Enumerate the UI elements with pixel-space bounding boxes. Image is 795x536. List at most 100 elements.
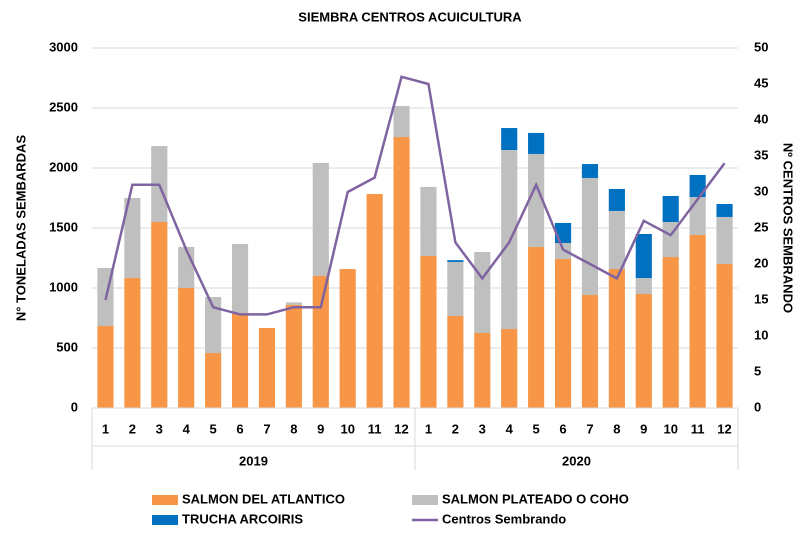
x-tick-label: 11: [368, 421, 382, 436]
group-label: 2020: [562, 453, 591, 468]
bar: [97, 326, 114, 408]
bar: [689, 197, 706, 235]
bar: [689, 234, 706, 408]
y2-axis-label: Nº CENTROS SEMBRANDO: [781, 143, 795, 313]
x-tick-label: 4: [506, 421, 514, 436]
y-tick-label: 2500: [49, 99, 78, 114]
y2-tick-label: 20: [754, 255, 768, 270]
x-tick-label: 12: [394, 421, 408, 436]
bar: [124, 278, 141, 408]
bar: [635, 234, 652, 279]
bar: [312, 162, 329, 276]
bar: [178, 288, 195, 408]
y-tick-label: 1000: [49, 279, 78, 294]
bar: [581, 164, 599, 178]
bar: [662, 195, 679, 222]
x-tick-label: 5: [533, 421, 540, 436]
bar: [205, 297, 222, 354]
x-tick-label: 6: [559, 421, 566, 436]
y2-tick-label: 50: [754, 39, 768, 54]
bar: [528, 246, 545, 408]
bar: [447, 261, 464, 316]
legend-label: SALMON DEL ATLANTICO: [182, 491, 345, 506]
x-tick-label: 7: [586, 421, 593, 436]
x-tick-label: 12: [717, 421, 731, 436]
bar: [501, 128, 518, 150]
group-label: 2019: [239, 453, 268, 468]
bar: [528, 153, 545, 247]
chart-title: SIEMBRA CENTROS ACUICULTURA: [298, 9, 522, 24]
bar: [447, 260, 464, 262]
legend-swatch: [152, 495, 178, 505]
x-tick-label: 9: [640, 421, 647, 436]
y2-tick-label: 35: [754, 147, 768, 162]
x-tick-label: 2: [452, 421, 459, 436]
x-tick-label: 5: [210, 421, 217, 436]
line: [104, 75, 726, 316]
bar: [635, 294, 652, 408]
y-tick-label: 0: [71, 399, 78, 414]
y2-tick-label: 25: [754, 219, 768, 234]
bar: [608, 189, 625, 211]
x-tick-label: 10: [663, 421, 677, 436]
y-tick-label: 3000: [49, 39, 78, 54]
x-tick-label: 6: [236, 421, 243, 436]
bar: [608, 269, 625, 408]
bar: [581, 294, 599, 408]
bar: [393, 137, 410, 409]
bar: [420, 186, 437, 256]
x-tick-label: 8: [290, 421, 297, 436]
bar: [581, 177, 599, 295]
y2-tick-label: 45: [754, 75, 768, 90]
bar: [339, 269, 356, 408]
bar: [716, 204, 733, 217]
bar: [124, 198, 141, 279]
bar: [151, 222, 168, 408]
bar: [447, 315, 464, 408]
x-tick-label: 7: [263, 421, 270, 436]
y-tick-label: 1500: [49, 219, 78, 234]
x-tick-label: 1: [425, 421, 432, 436]
legend-label: Centros Sembrando: [442, 511, 566, 526]
x-tick-label: 10: [340, 421, 354, 436]
y2-tick-label: 30: [754, 183, 768, 198]
x-tick-label: 11: [691, 421, 705, 436]
x-tick-label: 3: [156, 421, 163, 436]
bar: [312, 276, 329, 408]
x-tick-label: 4: [183, 421, 191, 436]
y-axis-label: N° TONELADAS SEMBARDAS: [13, 135, 28, 322]
bar: [501, 329, 518, 408]
bar: [474, 252, 491, 333]
y2-tick-label: 40: [754, 111, 768, 126]
legend-label: TRUCHA ARCOIRIS: [182, 511, 303, 526]
x-tick-label: 3: [479, 421, 486, 436]
y2-tick-label: 10: [754, 327, 768, 342]
bar: [393, 105, 410, 138]
bar: [662, 257, 679, 408]
bar: [716, 216, 733, 264]
y-tick-label: 500: [56, 339, 78, 354]
x-tick-label: 1: [102, 421, 109, 436]
x-tick-label: 2: [129, 421, 136, 436]
bar: [528, 132, 545, 154]
bar: [716, 264, 733, 408]
legend-swatch: [412, 495, 438, 505]
legend-swatch: [152, 515, 178, 525]
x-tick-label: 9: [317, 421, 324, 436]
bar: [178, 246, 195, 288]
bar: [258, 327, 276, 408]
bar: [231, 243, 249, 313]
bar: [420, 255, 437, 408]
bar: [554, 258, 572, 408]
bar: [231, 312, 249, 408]
legend-label: SALMON PLATEADO O COHO: [442, 491, 629, 506]
y2-tick-label: 5: [754, 363, 761, 378]
y2-tick-label: 0: [754, 399, 761, 414]
y2-tick-label: 15: [754, 291, 768, 306]
bar: [205, 353, 222, 408]
bar: [635, 278, 652, 294]
bar: [474, 333, 491, 408]
x-tick-label: 8: [613, 421, 620, 436]
bar: [689, 174, 706, 198]
y-tick-label: 2000: [49, 159, 78, 174]
